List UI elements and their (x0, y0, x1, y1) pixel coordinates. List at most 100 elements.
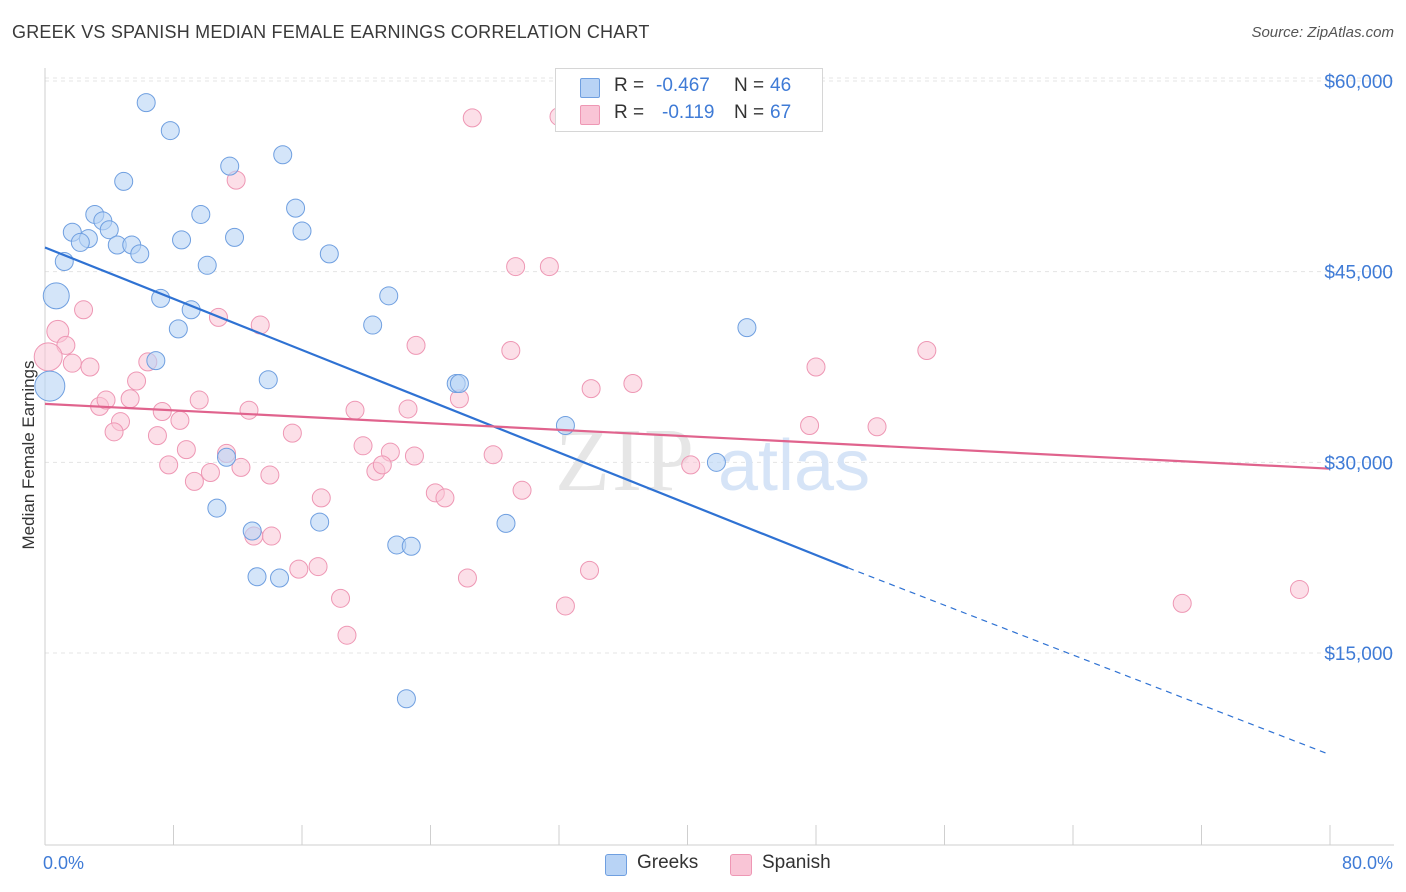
spanish-point (170, 410, 190, 430)
greeks-r-label: R = (614, 75, 645, 96)
spanish-point (462, 108, 482, 128)
spanish-point (33, 342, 63, 372)
spanish-point (184, 471, 204, 491)
spanish-point (800, 415, 820, 435)
greeks-point (172, 230, 192, 250)
spanish-n-label: N = (734, 102, 765, 123)
trend-lines (44, 246, 1331, 756)
greeks-trend-line (44, 246, 849, 569)
greeks-point (247, 567, 267, 587)
spanish-point (372, 455, 392, 475)
spanish-point (147, 426, 167, 446)
greeks-points (34, 93, 757, 709)
spanish-point (239, 400, 259, 420)
spanish-point (189, 390, 209, 410)
spanish-point (104, 422, 124, 442)
greeks-point (496, 513, 516, 533)
greeks-legend-label: Greeks (637, 852, 699, 873)
spanish-point (120, 389, 140, 409)
tick-labels: $15,000 $30,000 $45,000 $60,000 0.0% 80.0% (43, 72, 1393, 873)
greeks-point (168, 319, 188, 339)
y-tick-label: $30,000 (1324, 453, 1393, 474)
spanish-point (406, 335, 426, 355)
greeks-point (42, 282, 70, 310)
greeks-point (273, 145, 293, 165)
spanish-point (398, 399, 418, 419)
spanish-point (501, 340, 521, 360)
spanish-point (159, 455, 179, 475)
greeks-point (207, 498, 227, 518)
grid-lines (45, 77, 1394, 654)
greeks-point (114, 171, 134, 191)
spanish-point (345, 400, 365, 420)
greeks-point (319, 244, 339, 264)
y-tick-label: $15,000 (1324, 644, 1393, 665)
spanish-point (260, 465, 280, 485)
stats-legend: R = -0.467 N = 46 R = -0.119 N = 67 (555, 68, 823, 132)
spanish-points (33, 107, 1309, 645)
chart-title: GREEK VS SPANISH MEDIAN FEMALE EARNINGS … (12, 22, 650, 42)
greeks-point (555, 415, 575, 435)
spanish-point (353, 436, 373, 456)
spanish-point (308, 557, 328, 577)
y-axis-label: Median Female Earnings (19, 361, 38, 550)
spanish-r-label: R = (614, 102, 645, 123)
spanish-swatch (580, 105, 600, 125)
greeks-point (258, 370, 278, 390)
greeks-point (130, 244, 150, 264)
spanish-point (96, 390, 116, 410)
spanish-point (506, 257, 526, 277)
y-tick-label: $60,000 (1324, 72, 1393, 93)
spanish-trend-line (44, 402, 1331, 470)
spanish-point (261, 526, 281, 546)
spanish-point (555, 596, 575, 616)
x-tick-label-max: 80.0% (1342, 853, 1393, 873)
greeks-point (225, 227, 245, 247)
greeks-legend-swatch (605, 854, 627, 876)
spanish-point (623, 374, 643, 394)
spanish-point (200, 463, 220, 483)
greeks-point (363, 315, 383, 335)
greeks-swatch (580, 78, 600, 98)
greeks-point (70, 232, 90, 252)
greeks-trend-extension (847, 567, 1331, 756)
greeks-point (449, 374, 469, 394)
spanish-point (457, 568, 477, 588)
spanish-legend-swatch (730, 854, 752, 876)
spanish-point (74, 300, 94, 320)
greeks-point (136, 93, 156, 113)
spanish-point (331, 588, 351, 608)
spanish-point (311, 488, 331, 508)
greeks-n-label: N = (734, 75, 765, 96)
greeks-point (396, 689, 416, 709)
greeks-point (310, 512, 330, 532)
spanish-point (176, 440, 196, 460)
greeks-point (292, 221, 312, 241)
greeks-point (242, 521, 262, 541)
spanish-point (337, 625, 357, 645)
spanish-point (580, 560, 600, 580)
greeks-point (286, 198, 306, 218)
greeks-r-value: -0.467 (656, 75, 710, 96)
greeks-point (737, 318, 757, 338)
spanish-point (581, 379, 601, 399)
spanish-point (231, 457, 251, 477)
spanish-point (289, 559, 309, 579)
y-tick-label: $45,000 (1324, 263, 1393, 284)
spanish-point (62, 353, 82, 373)
greeks-n-value: 46 (770, 75, 792, 96)
spanish-point (152, 401, 172, 421)
greeks-point (220, 156, 240, 176)
greeks-point (146, 351, 166, 371)
greeks-point (217, 447, 237, 467)
spanish-point (539, 257, 559, 277)
greeks-point (197, 255, 217, 275)
spanish-point (917, 340, 937, 360)
greeks-point (34, 370, 66, 402)
spanish-point (483, 445, 503, 465)
spanish-point (1172, 593, 1192, 613)
spanish-n-value: 67 (770, 102, 792, 123)
chart-source: Source: ZipAtlas.com (1251, 24, 1394, 41)
greeks-point (401, 536, 421, 556)
